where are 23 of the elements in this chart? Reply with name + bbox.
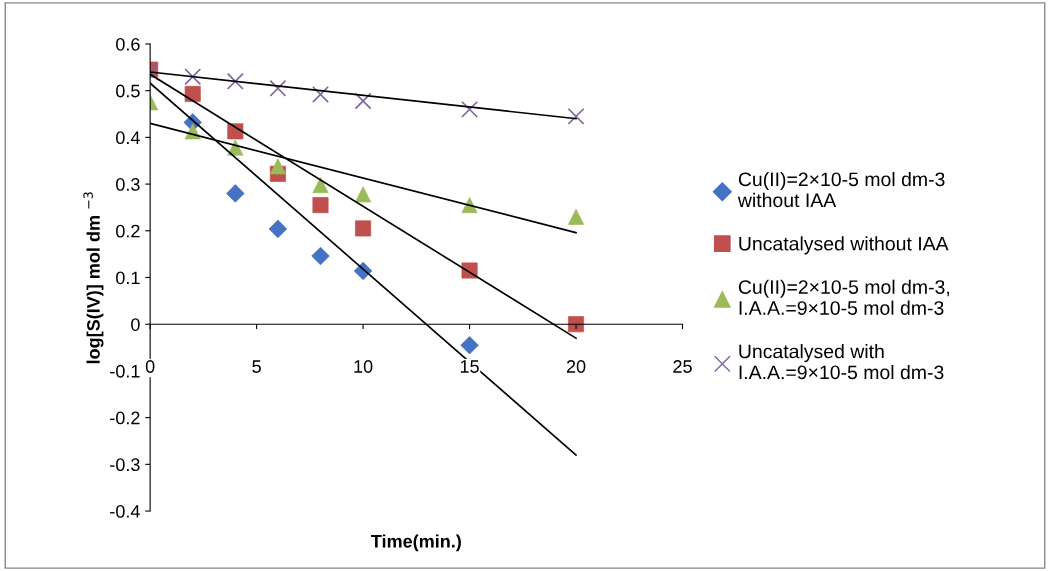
- x-tick-label: 15: [460, 360, 479, 373]
- legend-label: Uncatalysed with I.A.A.=9×10-5 mol dm-3: [739, 344, 944, 380]
- x-tick-label: 0: [145, 360, 155, 373]
- y-tick-label: 0.6: [116, 37, 140, 51]
- y-tick-label: 0.5: [116, 84, 140, 98]
- y-tick-label: -0.2: [110, 411, 140, 425]
- x-axis-title: Time(min.): [371, 534, 461, 552]
- y-tick-label: 0: [131, 318, 140, 331]
- y-tick-label: 0.1: [116, 271, 140, 285]
- x-tick-label: 25: [673, 360, 692, 373]
- y-tick-label: 0.3: [116, 178, 140, 191]
- y-tick-label: -0.4: [110, 504, 140, 518]
- x-tick-label: 20: [566, 360, 586, 373]
- x-tick-label: 10: [354, 360, 373, 373]
- y-tick-label: -0.3: [110, 458, 140, 472]
- y-tick-label: -0.1: [110, 364, 140, 378]
- legend-label: Cu(II)=2×10-5 mol dm-3 without IAA: [737, 171, 945, 208]
- y-tick-label: 0.2: [116, 224, 140, 238]
- legend-label: Uncatalysed without IAA: [739, 236, 949, 255]
- x-tick-label: 5: [252, 360, 261, 373]
- y-tick-label: 0.4: [116, 131, 140, 145]
- y-axis-title: log[S(IV)] mol dm $^{−3}$: [83, 192, 104, 364]
- legend-label: Cu(II)=2×10-5 mol dm-3, I.A.A.=9×10-5 mol dm-3: [738, 279, 950, 315]
